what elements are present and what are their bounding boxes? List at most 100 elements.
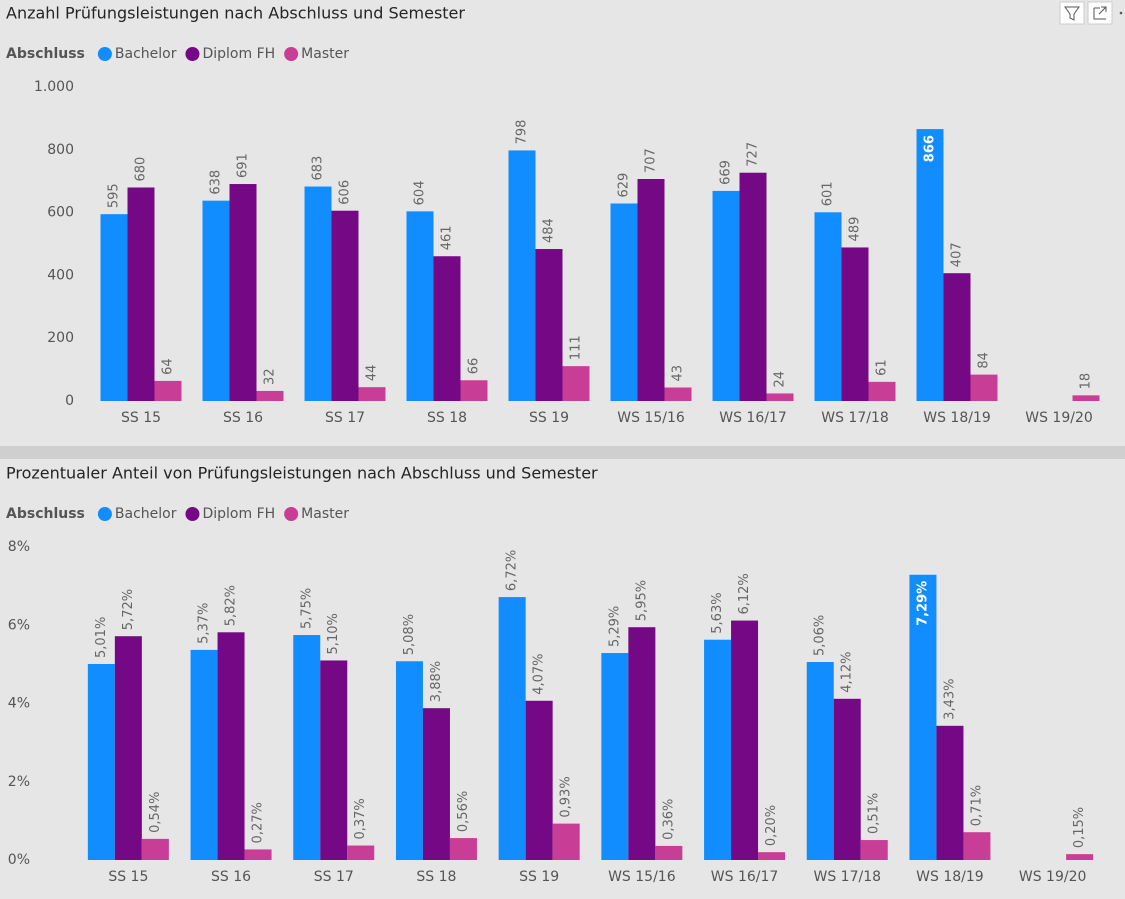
x-tick-label: WS 17/18 [813, 869, 881, 885]
bar [916, 129, 944, 402]
y-tick-label: 0% [8, 852, 30, 868]
data-label: 866 [923, 135, 938, 162]
data-label: 683 [311, 156, 326, 181]
bar [114, 636, 142, 860]
bar [936, 725, 964, 860]
legend-title: Abschluss [6, 506, 85, 522]
bar [508, 150, 536, 401]
bar [860, 840, 888, 860]
y-tick-label: 400 [47, 267, 74, 283]
bar [704, 639, 732, 860]
y-tick-label: 2% [8, 774, 30, 790]
data-label: 5,08% [402, 614, 417, 655]
bar [154, 380, 182, 401]
x-tick-label: WS 15/16 [608, 869, 676, 885]
bar [229, 184, 257, 401]
data-label: 0,20% [764, 805, 779, 846]
data-label: 4,07% [532, 653, 547, 694]
bar [758, 852, 786, 860]
y-tick-label: 800 [47, 142, 74, 158]
data-label: 4,12% [840, 651, 855, 692]
data-label: 680 [134, 157, 149, 182]
bar [395, 661, 423, 860]
chart-title: Prozentualer Anteil von Prüfungsleistung… [6, 464, 598, 483]
data-label: 798 [515, 120, 530, 145]
legend-label: Master [301, 506, 349, 522]
legend-label: Diplom FH [202, 506, 275, 522]
bar [664, 387, 692, 401]
data-label: 32 [263, 368, 278, 385]
bar [100, 214, 128, 401]
data-label: 5,29% [607, 606, 622, 647]
data-label: 0,15% [1072, 807, 1087, 848]
data-label: 489 [848, 217, 863, 242]
data-label: 638 [209, 170, 224, 195]
data-label: 707 [644, 148, 659, 173]
bar [841, 247, 869, 401]
data-label: 5,75% [299, 588, 314, 629]
x-tick-label: SS 19 [519, 869, 559, 885]
data-label: 5,10% [326, 613, 341, 654]
bar [970, 374, 998, 401]
legend-marker [284, 507, 299, 521]
data-label: 669 [719, 160, 734, 185]
bar [202, 200, 230, 401]
data-label: 5,72% [121, 589, 136, 630]
legend-marker [185, 507, 200, 521]
y-tick-label: 0 [65, 393, 74, 409]
bar [739, 172, 767, 401]
data-label: 6,12% [737, 573, 752, 614]
bar [868, 381, 896, 401]
x-tick-label: SS 18 [427, 410, 467, 426]
y-tick-label: 200 [47, 330, 74, 346]
bar [422, 708, 450, 860]
chart-title: Anzahl Prüfungsleistungen nach Abschluss… [6, 4, 465, 23]
bar [909, 574, 937, 860]
data-label: 5,01% [94, 617, 109, 658]
legend-marker [284, 47, 299, 61]
data-label: 0,51% [867, 793, 882, 834]
more-icon[interactable] [1119, 11, 1123, 15]
bar [814, 212, 842, 401]
data-label: 407 [950, 242, 965, 267]
legend-label: Bachelor [115, 46, 177, 62]
data-label: 629 [617, 173, 632, 198]
bar [601, 653, 629, 860]
data-label: 3,43% [942, 678, 957, 719]
y-tick-label: 4% [8, 696, 30, 712]
bar [525, 700, 553, 860]
bar [766, 393, 794, 401]
y-tick-label: 8% [8, 539, 30, 555]
data-label: 727 [746, 142, 761, 167]
bar [637, 179, 665, 401]
separator [0, 446, 1125, 459]
data-label: 601 [821, 181, 836, 206]
bar [552, 823, 580, 860]
data-label: 5,06% [813, 615, 828, 656]
data-label: 5,63% [710, 592, 725, 633]
bar [833, 698, 861, 860]
data-label: 18 [1079, 373, 1094, 390]
bar [498, 597, 526, 860]
legend-marker [97, 507, 112, 521]
data-label: 111 [569, 335, 584, 360]
bar [217, 632, 245, 860]
bar [127, 187, 155, 401]
visual-header [1059, 1, 1123, 25]
x-tick-label: SS 16 [211, 869, 251, 885]
data-label: 0,27% [251, 802, 266, 843]
bar [712, 190, 740, 401]
bar [806, 662, 834, 860]
data-label: 0,54% [148, 792, 163, 833]
x-tick-label: WS 18/19 [923, 410, 991, 426]
bar [256, 390, 284, 401]
y-tick-label: 6% [8, 617, 30, 633]
filter-button[interactable] [1059, 1, 1085, 25]
bar [449, 838, 477, 860]
x-tick-label: WS 18/19 [916, 869, 984, 885]
legend-title: Abschluss [6, 46, 85, 62]
data-label: 43 [671, 365, 686, 382]
bar [190, 649, 218, 860]
x-tick-label: SS 19 [529, 410, 569, 426]
